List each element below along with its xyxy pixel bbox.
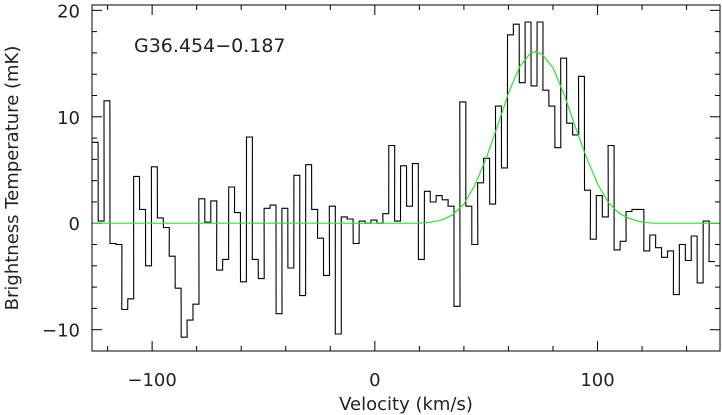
- axis-ticks: [92, 5, 720, 352]
- gaussian-fit-series: [92, 51, 720, 224]
- y-axis-label: Brightness Temperature (mK): [2, 46, 23, 311]
- y-tick-label: 0: [69, 214, 80, 235]
- x-tick-label: 100: [580, 370, 614, 391]
- y-tick-label: 10: [57, 108, 80, 129]
- y-tick-label: 20: [57, 1, 80, 22]
- spectrum-histogram-series: [92, 21, 715, 338]
- x-axis-label: Velocity (km/s): [339, 394, 473, 415]
- source-name-annotation: G36.454−0.187: [134, 35, 286, 57]
- x-tick-label: −100: [127, 370, 176, 391]
- series-layer: [92, 21, 720, 338]
- plot-frame: [91, 4, 721, 352]
- y-tick-label: −10: [42, 321, 80, 342]
- x-tick-label: 0: [369, 370, 380, 391]
